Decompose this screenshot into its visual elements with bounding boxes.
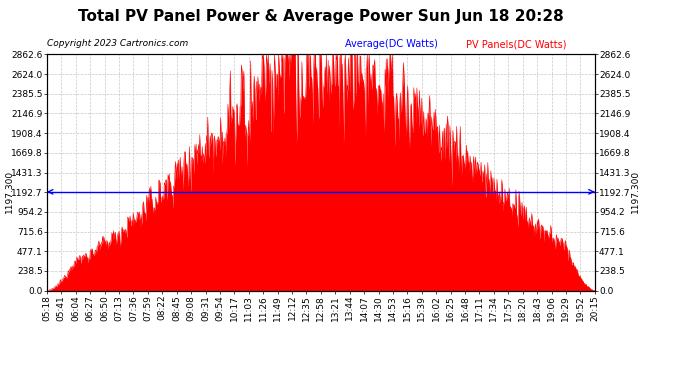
Text: PV Panels(DC Watts): PV Panels(DC Watts)	[466, 39, 566, 50]
Text: 1197.300: 1197.300	[5, 170, 14, 213]
Text: 1197.300: 1197.300	[631, 170, 640, 213]
Text: Total PV Panel Power & Average Power Sun Jun 18 20:28: Total PV Panel Power & Average Power Sun…	[78, 9, 564, 24]
Text: Copyright 2023 Cartronics.com: Copyright 2023 Cartronics.com	[47, 39, 188, 48]
Text: Average(DC Watts): Average(DC Watts)	[345, 39, 438, 50]
